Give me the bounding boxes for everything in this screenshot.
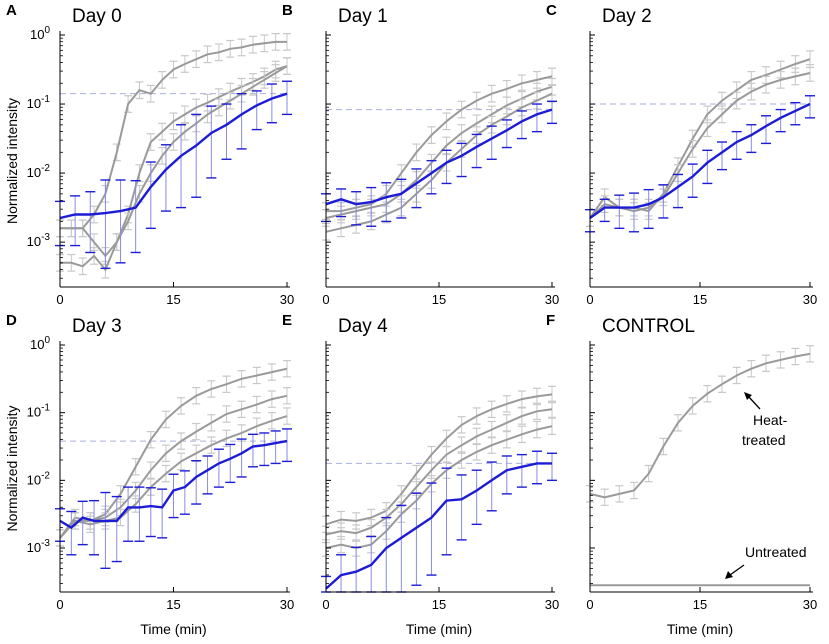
y-tick-label: 10-1 — [27, 403, 51, 420]
x-tick-label: 15 — [432, 597, 446, 612]
reference-series-2 — [56, 387, 291, 547]
x-axis-label: Time (min) — [667, 621, 733, 637]
reference-line — [325, 393, 553, 526]
panel-letter: E — [282, 312, 292, 329]
panel-letter: F — [546, 312, 555, 329]
reference-line — [325, 92, 553, 233]
reference-line — [60, 65, 288, 258]
panel-title: CONTROL — [602, 316, 695, 337]
reference-line — [589, 352, 811, 499]
y-tick-label: 10-2 — [27, 163, 51, 180]
x-tick-label: 30 — [545, 292, 559, 307]
reference-line — [60, 40, 287, 230]
x-axis-label: Time (min) — [406, 621, 472, 637]
x-axis-label: Time (min) — [140, 621, 206, 637]
panel-b: 0 15 30 B Day 1 — [282, 2, 559, 307]
x-tick-label: 30 — [803, 292, 817, 307]
treatment-series — [55, 428, 292, 570]
y-tick-label: 10-3 — [27, 232, 51, 249]
annotation-heat-treated-line1: Heat- — [753, 412, 788, 428]
treatment-line — [325, 462, 552, 590]
reference-line — [326, 75, 553, 213]
x-tick-label: 30 — [280, 597, 294, 612]
y-axis-label: Normalized intensity — [4, 98, 20, 224]
treatment-series — [585, 95, 815, 233]
x-tick-label: 15 — [166, 597, 180, 612]
annotation-arrow-shaft — [747, 395, 761, 410]
panel-title: Day 1 — [338, 6, 388, 27]
y-tick-label: 100 — [30, 25, 50, 42]
panel-letter: A — [6, 2, 17, 19]
reference-series-1 — [586, 345, 814, 506]
x-tick-label: 0 — [56, 597, 63, 612]
panel-d: 100 10-1 10-2 10-3 0 15 30 Time (min) Normalized… — [4, 312, 294, 637]
reference-series-2 — [56, 57, 291, 265]
panel-f: 0 15 30 Time (min) F CONTROL — [546, 312, 817, 637]
panel-title: Day 2 — [602, 6, 652, 27]
panel-a: 100 10-1 10-2 10-3 0 15 30 Normalized intensity… — [4, 2, 294, 307]
panel-title: Day 4 — [338, 316, 388, 337]
x-tick-label: 0 — [56, 292, 63, 307]
reference-line — [589, 72, 811, 219]
y-tick-label: 100 — [30, 335, 50, 352]
x-tick-label: 15 — [432, 292, 446, 307]
reference-line — [60, 65, 288, 272]
y-tick-label: 10-2 — [27, 470, 51, 487]
x-tick-label: 30 — [280, 292, 294, 307]
panel-title: Day 3 — [72, 316, 122, 337]
treatment-series — [321, 100, 557, 227]
x-tick-label: 0 — [322, 597, 329, 612]
y-axis-label: Normalized intensity — [4, 405, 20, 531]
reference-series-2 — [586, 64, 814, 227]
x-tick-label: 30 — [803, 597, 817, 612]
reference-series-3 — [322, 417, 556, 557]
annotation-arrow-shaft — [729, 564, 745, 576]
x-tick-label: 15 — [693, 597, 707, 612]
treatment-line — [59, 92, 288, 220]
x-tick-label: 0 — [586, 292, 593, 307]
panel-letter: B — [282, 2, 293, 19]
reference-series-3 — [322, 84, 556, 241]
annotation-arrowhead — [725, 571, 733, 579]
reference-line — [59, 415, 288, 539]
annotation-untreated: Untreated — [745, 544, 806, 560]
y-tick-label: 10-1 — [27, 94, 51, 111]
x-tick-label: 30 — [545, 597, 559, 612]
treatment-line — [589, 102, 811, 219]
panel-f-annotations: Heat-treated Untreated — [725, 392, 806, 579]
treatment-line — [325, 108, 553, 206]
reference-line — [325, 425, 553, 550]
x-tick-label: 15 — [166, 292, 180, 307]
x-tick-label: 0 — [322, 292, 329, 307]
y-tick-label: 10-3 — [27, 538, 51, 555]
annotation-arrowhead — [744, 392, 752, 400]
panel-letter: D — [6, 312, 17, 329]
panel-title: Day 0 — [72, 6, 122, 27]
treatment-line — [59, 439, 288, 530]
panel-letter: C — [546, 2, 557, 19]
reference-line — [325, 85, 553, 219]
panel-c: 0 15 30 C Day 2 — [546, 2, 817, 307]
reference-series-3 — [56, 57, 291, 279]
annotation-heat-treated-line2: treated — [742, 432, 786, 448]
x-tick-label: 0 — [586, 597, 593, 612]
treatment-series — [55, 80, 292, 270]
x-tick-label: 15 — [693, 292, 707, 307]
reference-line — [59, 394, 288, 539]
panel-e: 0 15 30 Time (min) E Day 4 — [282, 312, 559, 637]
reference-line — [59, 367, 288, 539]
reference-line — [325, 408, 553, 536]
